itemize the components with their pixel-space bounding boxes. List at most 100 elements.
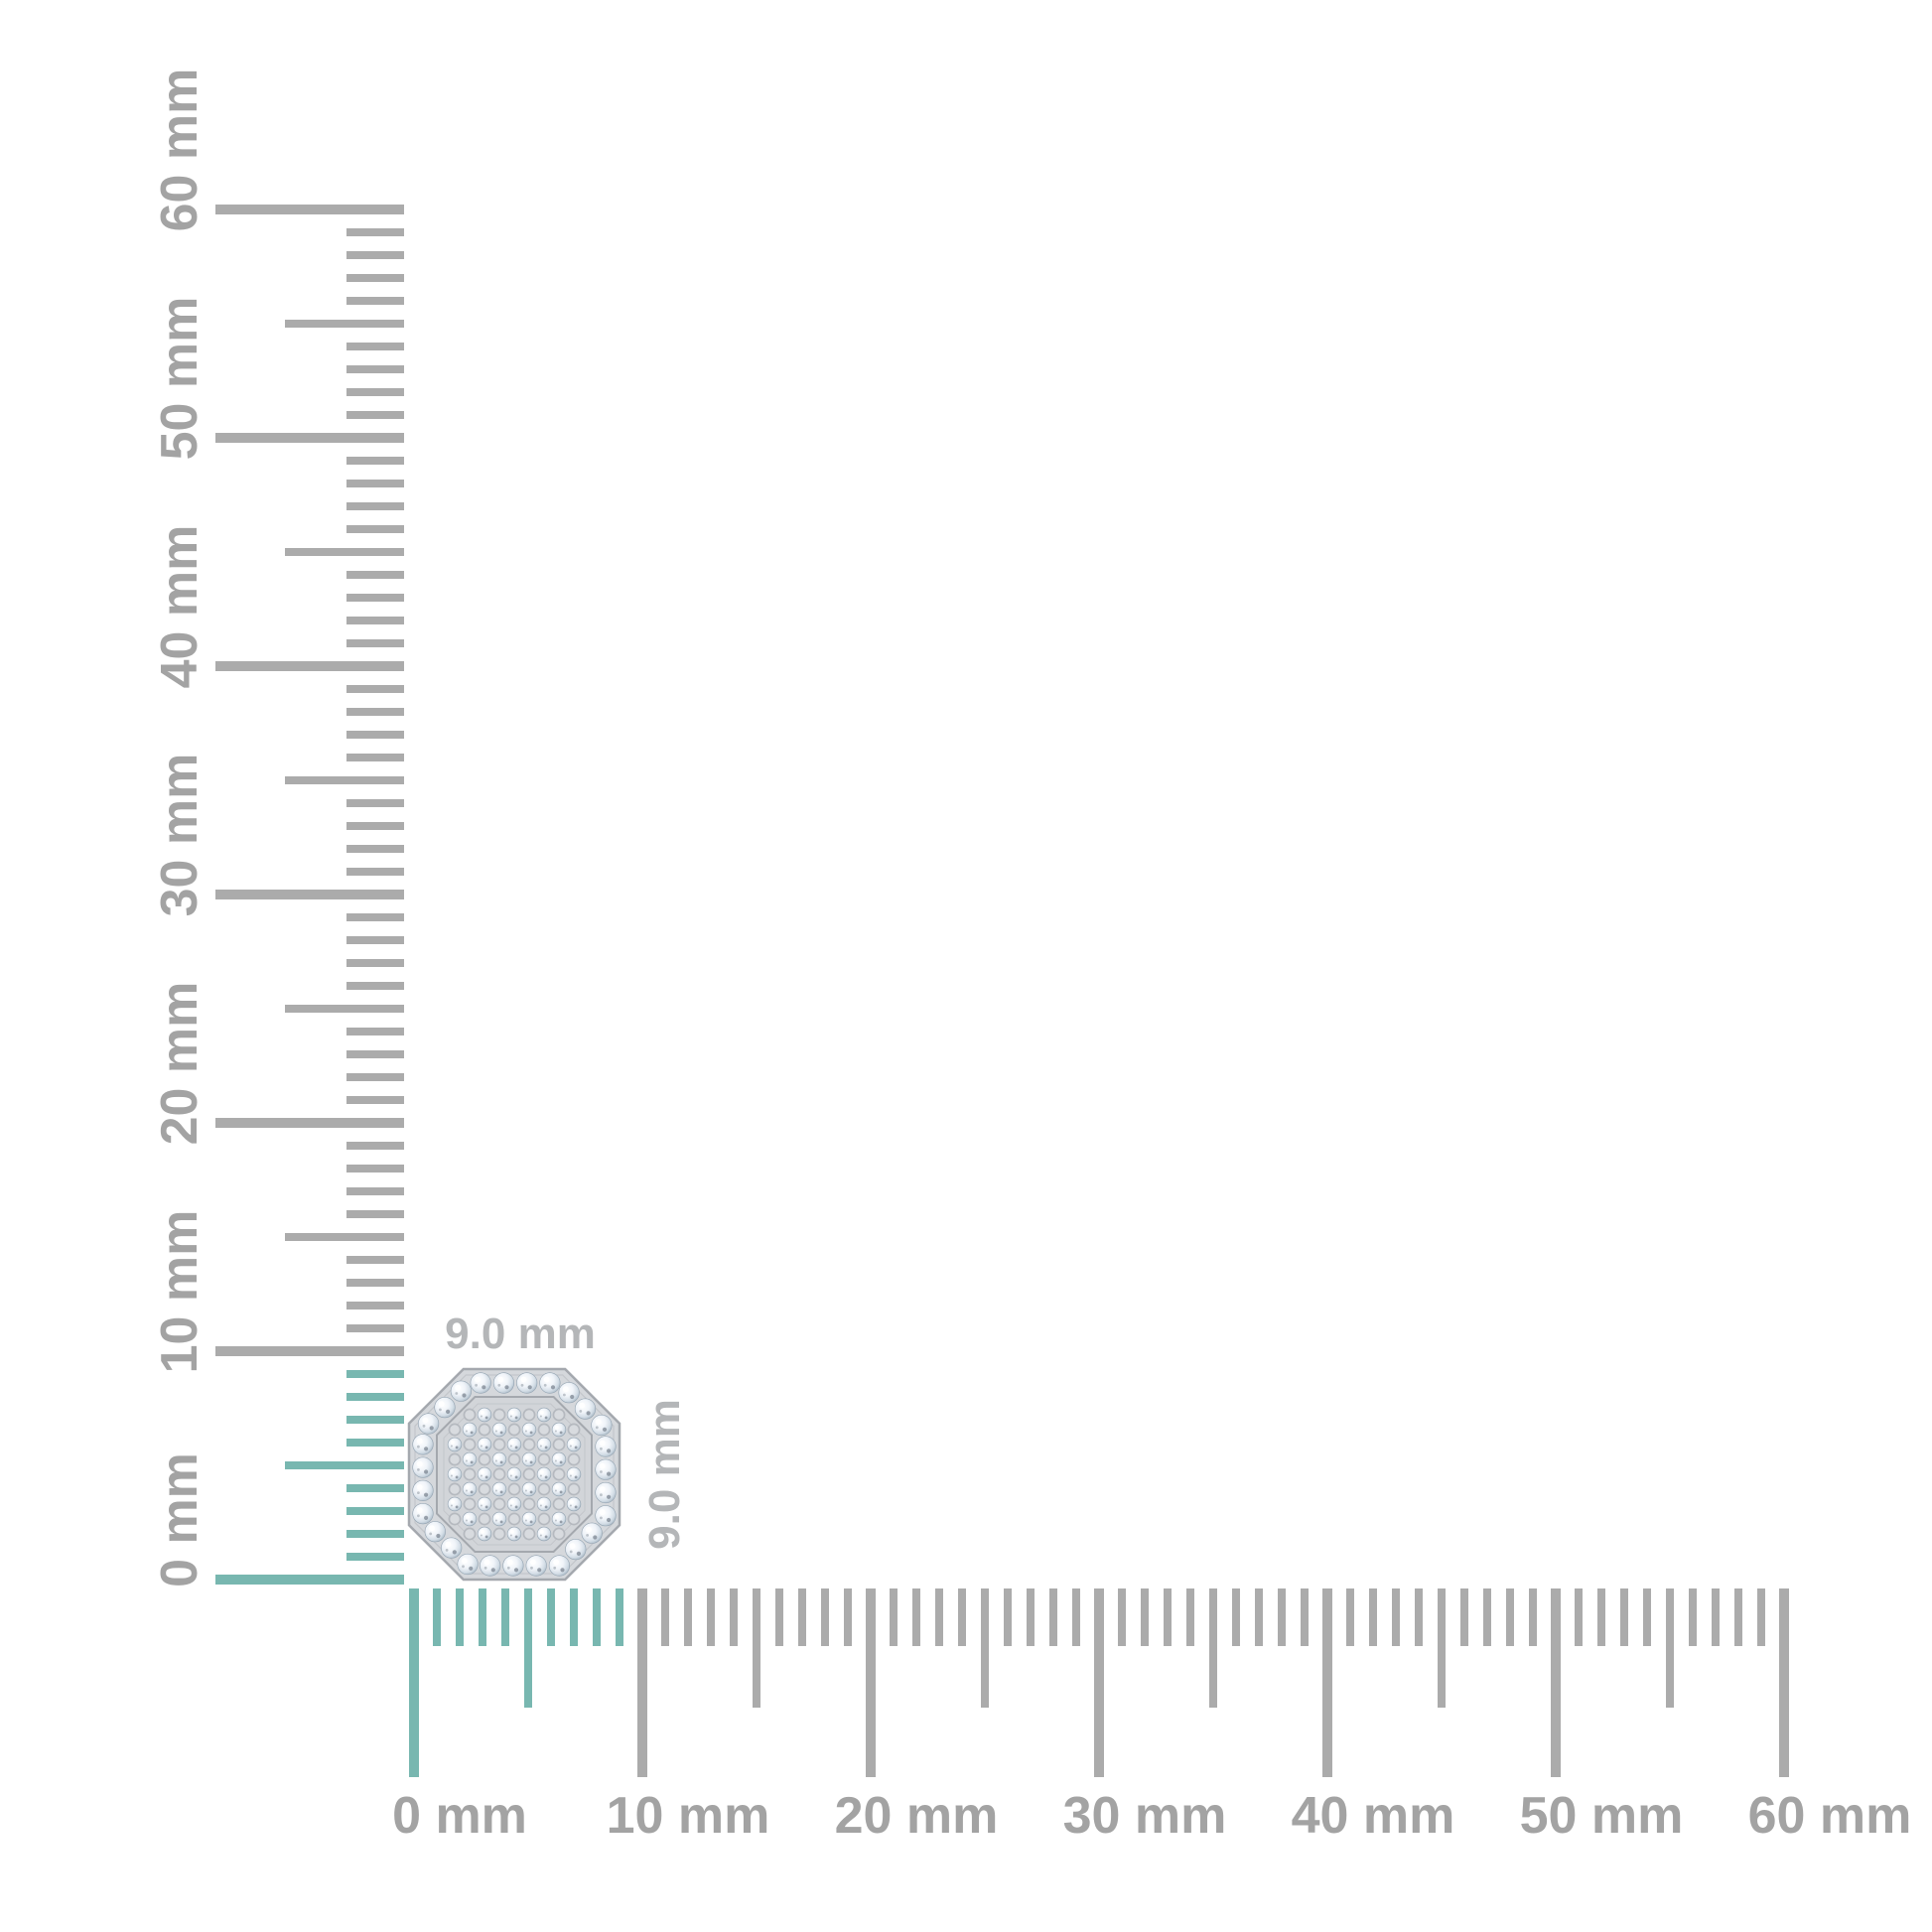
v-ruler-label-10: 10 mm xyxy=(151,1209,208,1374)
h-tick-45mm xyxy=(1438,1588,1446,1708)
h-tick-48mm xyxy=(1506,1588,1514,1646)
v-tick-33mm xyxy=(346,822,404,830)
h-tick-55mm xyxy=(1666,1588,1674,1708)
v-tick-7mm xyxy=(346,1416,404,1424)
v-tick-25mm xyxy=(285,1005,404,1013)
h-tick-52mm xyxy=(1597,1588,1605,1646)
v-tick-19mm xyxy=(346,1142,404,1150)
h-ruler-label-30: 30 mm xyxy=(1062,1787,1227,1845)
h-ruler-label-20: 20 mm xyxy=(834,1787,999,1845)
v-tick-4mm xyxy=(346,1484,404,1492)
v-tick-8mm xyxy=(346,1393,404,1401)
h-tick-22mm xyxy=(912,1588,920,1646)
h-tick-50mm xyxy=(1551,1588,1561,1777)
h-tick-13mm xyxy=(707,1588,715,1646)
h-tick-41mm xyxy=(1346,1588,1354,1646)
h-tick-42mm xyxy=(1369,1588,1377,1646)
v-tick-53mm xyxy=(346,365,404,373)
v-ruler-label-50: 50 mm xyxy=(151,296,208,461)
h-tick-12mm xyxy=(684,1588,692,1646)
h-tick-16mm xyxy=(775,1588,783,1646)
h-tick-38mm xyxy=(1278,1588,1286,1646)
v-tick-49mm xyxy=(346,457,404,465)
v-tick-16mm xyxy=(346,1210,404,1218)
h-tick-19mm xyxy=(844,1588,852,1646)
h-tick-14mm xyxy=(730,1588,738,1646)
h-tick-47mm xyxy=(1483,1588,1491,1646)
v-tick-2mm xyxy=(346,1530,404,1538)
h-tick-23mm xyxy=(935,1588,943,1646)
v-tick-46mm xyxy=(346,525,404,533)
h-tick-36mm xyxy=(1232,1588,1240,1646)
v-tick-41mm xyxy=(346,639,404,647)
h-tick-20mm xyxy=(866,1588,876,1777)
v-tick-60mm xyxy=(215,205,404,214)
v-tick-48mm xyxy=(346,480,404,487)
v-tick-57mm xyxy=(346,274,404,282)
h-tick-26mm xyxy=(1004,1588,1012,1646)
v-tick-17mm xyxy=(346,1187,404,1195)
v-ruler-label-40: 40 mm xyxy=(151,524,208,689)
h-tick-24mm xyxy=(958,1588,966,1646)
v-tick-28mm xyxy=(346,936,404,944)
v-tick-20mm xyxy=(215,1118,404,1128)
v-tick-1mm xyxy=(346,1553,404,1561)
h-tick-28mm xyxy=(1049,1588,1057,1646)
v-tick-31mm xyxy=(346,868,404,876)
v-ruler-label-0: 0 mm xyxy=(151,1452,208,1587)
item-height-label: 9.0 mm xyxy=(640,1399,689,1550)
h-tick-17mm xyxy=(798,1588,806,1646)
pave-field xyxy=(447,1407,582,1542)
v-tick-51mm xyxy=(346,411,404,419)
v-tick-15mm xyxy=(285,1233,404,1241)
v-tick-54mm xyxy=(346,343,404,350)
v-tick-27mm xyxy=(346,959,404,967)
v-tick-21mm xyxy=(346,1096,404,1104)
v-tick-30mm xyxy=(215,890,404,899)
h-tick-43mm xyxy=(1392,1588,1400,1646)
h-tick-33mm xyxy=(1164,1588,1172,1646)
border-stones xyxy=(412,1372,617,1577)
h-tick-6mm xyxy=(547,1588,555,1646)
v-tick-14mm xyxy=(346,1256,404,1264)
h-tick-40mm xyxy=(1322,1588,1332,1777)
h-tick-25mm xyxy=(981,1588,989,1708)
h-tick-18mm xyxy=(821,1588,829,1646)
v-ruler-label-60: 60 mm xyxy=(151,68,208,232)
v-tick-39mm xyxy=(346,685,404,693)
v-tick-45mm xyxy=(285,548,404,556)
h-tick-21mm xyxy=(890,1588,897,1646)
h-tick-2mm xyxy=(456,1588,464,1646)
v-tick-44mm xyxy=(346,571,404,579)
h-ruler-label-50: 50 mm xyxy=(1519,1787,1684,1845)
h-ruler-label-40: 40 mm xyxy=(1291,1787,1455,1845)
h-tick-57mm xyxy=(1712,1588,1720,1646)
h-tick-58mm xyxy=(1734,1588,1742,1646)
h-tick-39mm xyxy=(1301,1588,1309,1646)
h-tick-1mm xyxy=(433,1588,441,1646)
h-tick-10mm xyxy=(637,1588,647,1777)
h-tick-4mm xyxy=(501,1588,509,1646)
v-ruler-label-20: 20 mm xyxy=(151,981,208,1146)
h-tick-8mm xyxy=(593,1588,601,1646)
h-tick-56mm xyxy=(1689,1588,1697,1646)
v-tick-35mm xyxy=(285,776,404,784)
v-tick-34mm xyxy=(346,799,404,807)
v-tick-9mm xyxy=(346,1370,404,1378)
h-ruler-label-10: 10 mm xyxy=(606,1787,770,1845)
v-tick-38mm xyxy=(346,708,404,716)
v-tick-37mm xyxy=(346,731,404,739)
v-tick-5mm xyxy=(285,1461,404,1469)
h-tick-0mm xyxy=(409,1588,419,1777)
v-tick-43mm xyxy=(346,594,404,602)
h-ruler-label-60: 60 mm xyxy=(1747,1787,1912,1845)
h-tick-53mm xyxy=(1620,1588,1628,1646)
h-tick-29mm xyxy=(1072,1588,1080,1646)
v-tick-23mm xyxy=(346,1050,404,1058)
h-tick-60mm xyxy=(1779,1588,1789,1777)
h-tick-46mm xyxy=(1460,1588,1468,1646)
v-tick-29mm xyxy=(346,913,404,921)
v-tick-18mm xyxy=(346,1165,404,1173)
v-tick-58mm xyxy=(346,251,404,259)
v-tick-50mm xyxy=(215,433,404,443)
